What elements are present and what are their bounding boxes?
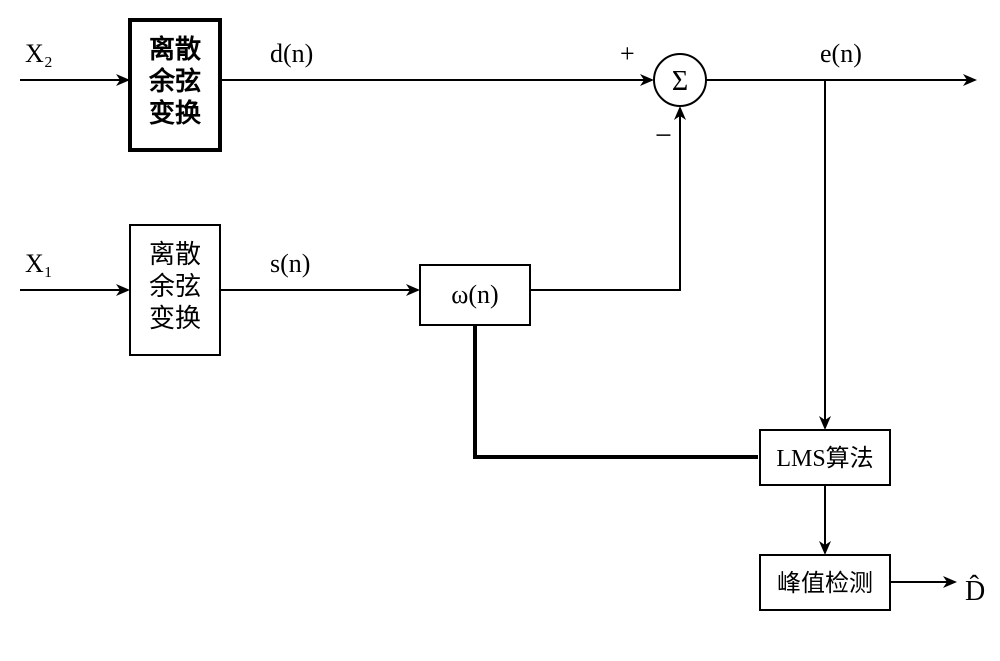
dct-top-line2: 余弦: [148, 66, 201, 96]
label-plus: +: [620, 39, 635, 68]
edge-omega-to-lms: [475, 325, 758, 457]
dct-bot-line3: 变换: [149, 304, 201, 333]
dct-bot-line2: 余弦: [149, 272, 201, 301]
label-minus: −: [655, 119, 672, 152]
label-peak: 峰值检测: [777, 570, 873, 597]
diagram-canvas: X₂ 离散 余弦 变换 d(n) + X₁ 离散 余弦 变换 s(n) ω(n)…: [0, 0, 1000, 661]
dct-bot-line1: 离散: [149, 240, 201, 269]
label-dn: d(n): [270, 39, 313, 68]
label-lms: LMS算法: [776, 445, 873, 472]
label-x2: X₂: [25, 39, 53, 68]
label-sigma: Σ: [672, 66, 688, 97]
label-sn: s(n): [270, 249, 310, 278]
dct-top-line1: 离散: [149, 34, 201, 64]
dct-top-line3: 变换: [149, 98, 202, 128]
label-en: e(n): [820, 39, 862, 68]
label-dhat: D̂: [965, 576, 985, 607]
label-x1: X₁: [25, 249, 53, 278]
label-omega: ω(n): [451, 280, 498, 309]
